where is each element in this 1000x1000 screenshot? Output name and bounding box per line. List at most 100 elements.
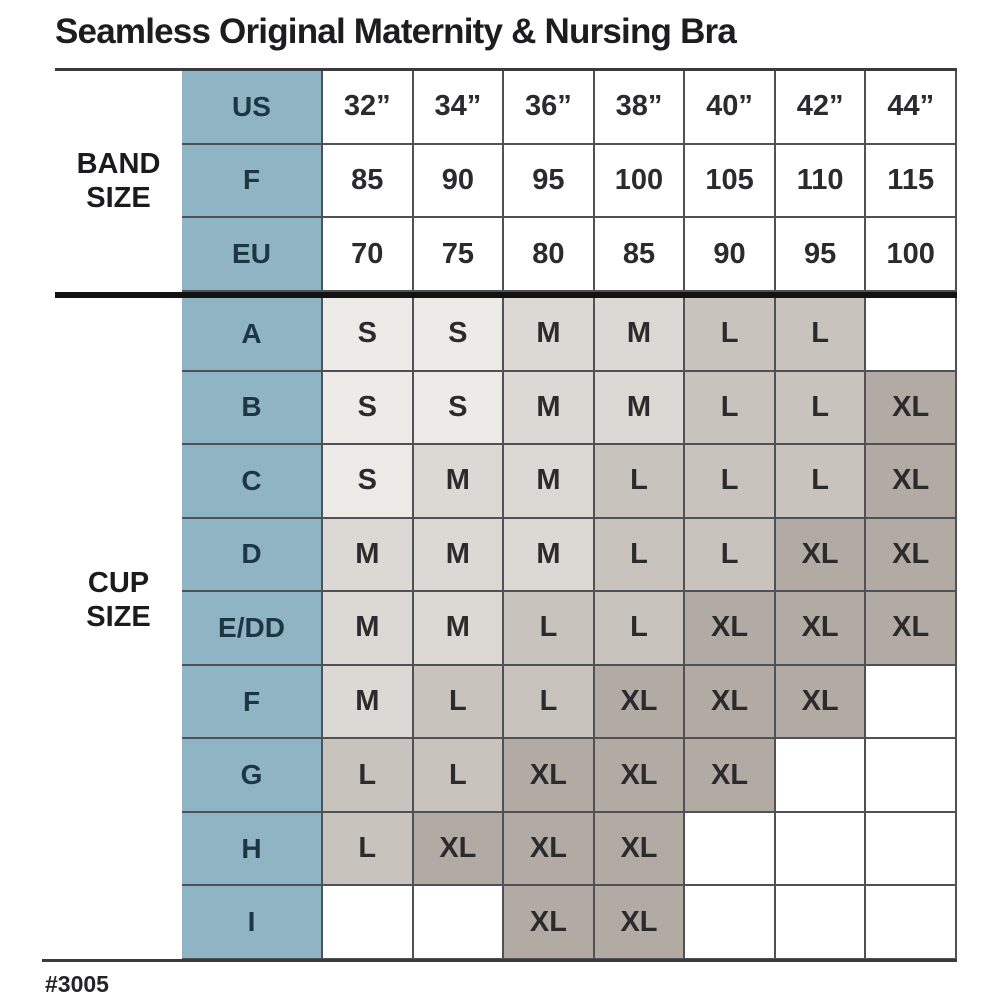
cup-cell-a-5: L bbox=[685, 298, 776, 372]
cup-cell-h-7 bbox=[866, 812, 957, 887]
cup-cell-h-2: XL bbox=[413, 812, 505, 887]
cup-cell-i-5 bbox=[685, 886, 776, 960]
cup-cell-b-7: XL bbox=[866, 371, 957, 446]
band-cell-f-5: 105 bbox=[685, 144, 776, 219]
style-number: #3005 bbox=[45, 971, 109, 997]
band-cell-eu-4: 85 bbox=[594, 218, 686, 292]
band-cell-f-3: 95 bbox=[504, 144, 595, 219]
cup-cell-h-6 bbox=[775, 812, 867, 887]
cup-cell-g-2: L bbox=[413, 739, 505, 813]
cup-row-label-c: C bbox=[182, 445, 323, 519]
cup-row-label-e-dd: E/DD bbox=[182, 592, 323, 666]
cup-cell-g-6 bbox=[775, 739, 867, 813]
cup-cell-h-3: XL bbox=[504, 812, 595, 887]
cup-cell-b-6: L bbox=[775, 371, 867, 446]
band-cell-eu-7: 100 bbox=[866, 218, 957, 292]
cup-cell-d-4: L bbox=[594, 518, 686, 593]
cup-cell-e-dd-3: L bbox=[504, 592, 595, 666]
cup-row-label-a: A bbox=[182, 298, 323, 372]
band-cell-f-2: 90 bbox=[413, 144, 505, 219]
band-cell-f-6: 110 bbox=[775, 144, 867, 219]
cup-cell-i-3: XL bbox=[504, 886, 595, 960]
band-cell-us-4: 38” bbox=[594, 71, 686, 145]
band-cell-us-1: 32” bbox=[323, 71, 414, 145]
band-cell-f-7: 115 bbox=[866, 144, 957, 219]
cup-cell-a-3: M bbox=[504, 298, 595, 372]
band-cell-eu-5: 90 bbox=[685, 218, 776, 292]
band-cell-eu-2: 75 bbox=[413, 218, 505, 292]
cup-row-label-b: B bbox=[182, 371, 323, 446]
band-cell-f-1: 85 bbox=[323, 144, 414, 219]
band-row-label-f: F bbox=[182, 144, 323, 219]
cup-cell-b-2: S bbox=[413, 371, 505, 446]
band-cell-us-7: 44” bbox=[866, 71, 957, 145]
cup-cell-i-2 bbox=[413, 886, 505, 960]
cup-cell-g-3: XL bbox=[504, 739, 595, 813]
page-title: Seamless Original Maternity & Nursing Br… bbox=[55, 12, 737, 51]
cup-size-grid: A S S M M L L B S S M M L L XL C S M M L L L XL D M M M L L XL XL E/DD M… bbox=[182, 298, 957, 960]
section-divider bbox=[55, 292, 957, 298]
cup-cell-f-1: M bbox=[323, 665, 414, 740]
band-cell-us-2: 34” bbox=[413, 71, 505, 145]
cup-cell-f-5: XL bbox=[685, 665, 776, 740]
cup-cell-f-7 bbox=[866, 665, 957, 740]
table-bottom-border bbox=[42, 959, 957, 962]
cup-cell-i-1 bbox=[323, 886, 414, 960]
cup-cell-d-2: M bbox=[413, 518, 505, 593]
cup-cell-a-6: L bbox=[775, 298, 867, 372]
cup-cell-h-4: XL bbox=[594, 812, 686, 887]
cup-cell-d-5: L bbox=[685, 518, 776, 593]
cup-cell-g-5: XL bbox=[685, 739, 776, 813]
cup-cell-d-3: M bbox=[504, 518, 595, 593]
cup-cell-i-4: XL bbox=[594, 886, 686, 960]
cup-cell-c-5: L bbox=[685, 445, 776, 519]
cup-cell-g-7 bbox=[866, 739, 957, 813]
band-cell-us-5: 40” bbox=[685, 71, 776, 145]
cup-cell-e-dd-1: M bbox=[323, 592, 414, 666]
cup-cell-b-4: M bbox=[594, 371, 686, 446]
cup-cell-c-7: XL bbox=[866, 445, 957, 519]
cup-cell-i-6 bbox=[775, 886, 867, 960]
band-cell-eu-6: 95 bbox=[775, 218, 867, 292]
cup-cell-f-6: XL bbox=[775, 665, 867, 740]
cup-cell-f-3: L bbox=[504, 665, 595, 740]
cup-cell-e-dd-6: XL bbox=[775, 592, 867, 666]
cup-cell-b-5: L bbox=[685, 371, 776, 446]
cup-row-label-g: G bbox=[182, 739, 323, 813]
table-top-border bbox=[55, 68, 957, 71]
cup-cell-c-2: M bbox=[413, 445, 505, 519]
band-cell-eu-3: 80 bbox=[504, 218, 595, 292]
cup-cell-c-3: M bbox=[504, 445, 595, 519]
cup-cell-a-4: M bbox=[594, 298, 686, 372]
cup-row-label-d: D bbox=[182, 518, 323, 593]
cup-cell-a-7 bbox=[866, 298, 957, 372]
cup-row-label-i: I bbox=[182, 886, 323, 960]
band-cell-us-6: 42” bbox=[775, 71, 867, 145]
cup-cell-e-dd-7: XL bbox=[866, 592, 957, 666]
cup-cell-c-4: L bbox=[594, 445, 686, 519]
cup-cell-c-1: S bbox=[323, 445, 414, 519]
cup-cell-e-dd-5: XL bbox=[685, 592, 776, 666]
cup-cell-a-1: S bbox=[323, 298, 414, 372]
cup-cell-h-5 bbox=[685, 812, 776, 887]
cup-size-label: CUP SIZE bbox=[86, 567, 151, 633]
band-size-label: BAND SIZE bbox=[76, 148, 161, 214]
cup-cell-g-4: XL bbox=[594, 739, 686, 813]
cup-cell-f-4: XL bbox=[594, 665, 686, 740]
band-row-label-us: US bbox=[182, 71, 323, 145]
cup-row-label-f: F bbox=[182, 665, 323, 740]
cup-cell-h-1: L bbox=[323, 812, 414, 887]
band-cell-f-4: 100 bbox=[594, 144, 686, 219]
band-row-label-eu: EU bbox=[182, 218, 323, 292]
cup-cell-i-7 bbox=[866, 886, 957, 960]
cup-cell-d-1: M bbox=[323, 518, 414, 593]
cup-row-label-h: H bbox=[182, 812, 323, 887]
cup-cell-f-2: L bbox=[413, 665, 505, 740]
cup-cell-g-1: L bbox=[323, 739, 414, 813]
cup-cell-a-2: S bbox=[413, 298, 505, 372]
cup-cell-d-6: XL bbox=[775, 518, 867, 593]
band-cell-eu-1: 70 bbox=[323, 218, 414, 292]
cup-cell-b-3: M bbox=[504, 371, 595, 446]
cup-cell-e-dd-4: L bbox=[594, 592, 686, 666]
